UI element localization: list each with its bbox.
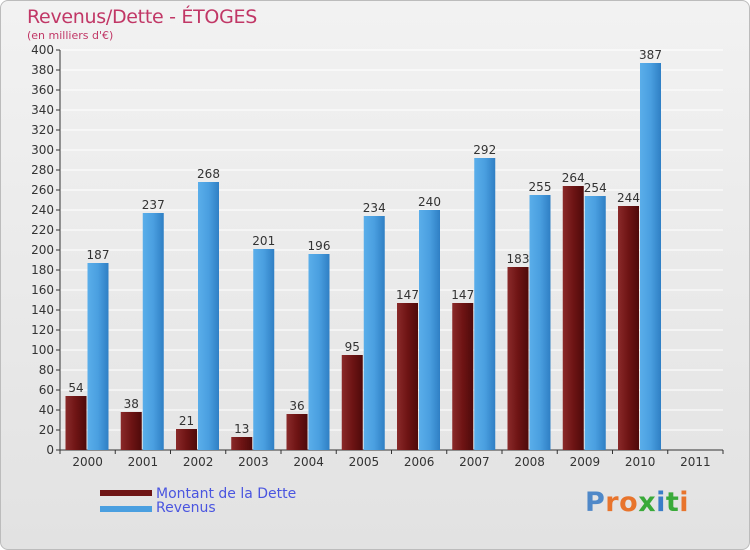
data-label-dette: 13 [234, 422, 249, 436]
chart-title: Revenus/Dette - ÉTOGES [27, 6, 257, 28]
data-label-dette: 38 [124, 397, 139, 411]
y-tick-label: 320 [31, 123, 54, 137]
y-tick-label: 20 [39, 423, 54, 437]
x-tick-label: 2004 [293, 455, 324, 469]
bar-dette [120, 412, 142, 450]
proxiti-logo: Proxiti [585, 487, 690, 518]
x-tick-label: 2003 [238, 455, 269, 469]
x-tick-label: 2007 [459, 455, 490, 469]
y-tick-label: 400 [31, 43, 54, 57]
x-tick-label: 2008 [514, 455, 545, 469]
legend-label-dette: Montant de la Dette [156, 486, 297, 502]
y-tick-label: 80 [39, 363, 54, 377]
x-tick-label: 2005 [349, 455, 380, 469]
data-label-revenus: 292 [473, 143, 496, 157]
y-tick-label: 340 [31, 103, 54, 117]
bar-dette [231, 437, 253, 450]
bar-revenus [198, 182, 219, 450]
y-tick-label: 240 [31, 203, 54, 217]
y-tick-label: 60 [39, 383, 54, 397]
data-label-revenus: 387 [639, 48, 662, 62]
y-tick-label: 180 [31, 263, 54, 277]
bar-dette [286, 414, 308, 450]
y-tick-label: 0 [46, 443, 54, 457]
data-label-revenus: 255 [529, 180, 552, 194]
bar-revenus [419, 210, 440, 450]
bar-revenus [584, 196, 606, 450]
bar-dette [562, 186, 584, 450]
data-label-dette: 54 [68, 381, 83, 395]
data-label-revenus: 254 [584, 181, 607, 195]
x-tick-label: 2001 [128, 455, 159, 469]
bar-revenus [142, 213, 164, 450]
data-label-revenus: 237 [142, 198, 165, 212]
y-tick-label: 100 [31, 343, 54, 357]
data-label-dette: 147 [451, 288, 474, 302]
data-label-dette: 21 [179, 414, 194, 428]
legend-label-revenus: Revenus [156, 500, 216, 516]
y-tick-label: 360 [31, 83, 54, 97]
legend-swatch-dette [100, 490, 152, 496]
y-tick-label: 300 [31, 143, 54, 157]
bar-dette [176, 429, 197, 450]
y-tick-label: 200 [31, 243, 54, 257]
data-label-revenus: 240 [418, 195, 441, 209]
bar-dette [507, 267, 529, 450]
data-label-dette: 244 [617, 191, 640, 205]
data-label-revenus: 234 [363, 201, 386, 215]
data-label-revenus: 268 [197, 167, 220, 181]
y-tick-label: 120 [31, 323, 54, 337]
data-label-dette: 183 [507, 252, 530, 266]
bar-revenus [640, 63, 661, 450]
bar-revenus [363, 216, 385, 450]
y-tick-label: 220 [31, 223, 54, 237]
bar-revenus [529, 195, 551, 450]
data-label-dette: 36 [289, 399, 304, 413]
bar-dette [452, 303, 474, 450]
bar-revenus [474, 158, 496, 450]
bar-revenus [87, 263, 109, 450]
data-label-revenus: 187 [87, 248, 110, 262]
bar-dette [618, 206, 639, 450]
x-tick-label: 2009 [570, 455, 601, 469]
bar-revenus [308, 254, 330, 450]
y-tick-label: 160 [31, 283, 54, 297]
x-tick-label: 2002 [183, 455, 214, 469]
data-label-revenus: 196 [308, 239, 331, 253]
data-label-revenus: 201 [252, 234, 275, 248]
y-tick-label: 140 [31, 303, 54, 317]
x-tick-label: 2000 [72, 455, 103, 469]
data-label-dette: 95 [345, 340, 360, 354]
x-tick-label: 2011 [680, 455, 711, 469]
y-tick-label: 380 [31, 63, 54, 77]
y-tick-label: 40 [39, 403, 54, 417]
y-tick-label: 260 [31, 183, 54, 197]
x-tick-label: 2006 [404, 455, 435, 469]
y-tick-label: 280 [31, 163, 54, 177]
bar-revenus [253, 249, 275, 450]
bar-dette [65, 396, 87, 450]
bar-dette [397, 303, 418, 450]
legend-swatch-revenus [100, 506, 152, 512]
data-label-dette: 264 [562, 171, 585, 185]
data-label-dette: 147 [396, 288, 419, 302]
x-tick-label: 2010 [625, 455, 656, 469]
chart-subtitle: (en milliers d'€) [27, 29, 114, 42]
bar-dette [341, 355, 363, 450]
